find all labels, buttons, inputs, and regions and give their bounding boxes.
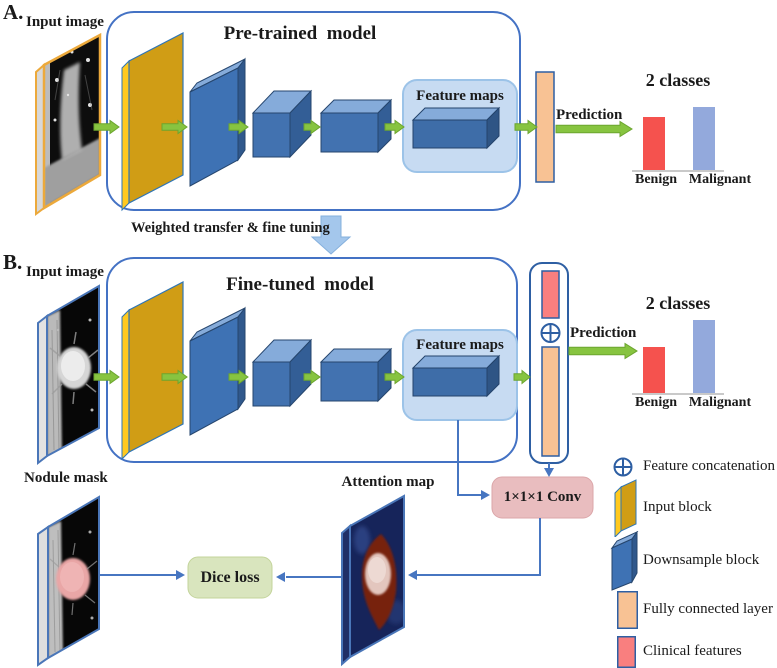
feature-maps-label-a: Feature maps (416, 88, 504, 104)
input-image-label-a: Input image (26, 14, 104, 30)
legend-label-input-block: Input block (643, 499, 712, 515)
clinical-features-icon (617, 636, 636, 668)
malignant-label-b: Malignant (688, 395, 752, 410)
benign-bar-b (643, 347, 665, 393)
section-label-b: B. (3, 250, 23, 274)
bars-baseline-a (632, 170, 724, 172)
classes-title-b: 2 classes (645, 293, 711, 313)
input-block-a (121, 32, 184, 212)
bars-baseline-b (632, 393, 724, 395)
concat-container (529, 262, 569, 464)
connector-featuremaps-to-conv (457, 420, 481, 496)
attention-map-label: Attention map (341, 474, 435, 490)
benign-bar-a (643, 117, 665, 170)
downsample-block-a1 (189, 57, 246, 187)
finetuned-model-title: Fine-tuned model (226, 274, 374, 295)
feature-maps-label-b: Feature maps (416, 337, 504, 353)
connector-lines (100, 420, 550, 578)
conv-box (491, 476, 594, 519)
legend-label-concat: Feature concatenation (643, 458, 776, 474)
input-image-b (37, 284, 100, 466)
nodule-mask-image (37, 495, 100, 667)
input-image-a (35, 32, 102, 216)
connector-arrowheads (176, 468, 554, 582)
conv-label: 1×1×1 Conv (503, 489, 582, 505)
fully-connected-layer-icon (617, 591, 638, 629)
flow-arrows-b (93, 342, 638, 385)
downsample-block-b1 (189, 306, 246, 436)
malignant-bar-a (693, 107, 715, 170)
benign-label-b: Benign (634, 395, 677, 410)
connector-conv-to-attention (417, 518, 541, 576)
downsample-block-b2 (251, 338, 313, 408)
input-block-icon (614, 479, 637, 537)
pretrained-model-box (106, 11, 521, 211)
prediction-label-a: Prediction (556, 107, 623, 123)
section-label-a: A. (3, 0, 24, 24)
dice-loss-label: Dice loss (200, 569, 260, 586)
fully-connected-layer-b (541, 346, 560, 457)
legend-label-fc: Fully connected layer (643, 601, 773, 617)
benign-label-a: Benign (634, 172, 677, 187)
prediction-label-b: Prediction (570, 325, 637, 341)
legend-label-downsample: Downsample block (643, 552, 760, 568)
legend-label-clinical: Clinical features (643, 643, 742, 659)
malignant-label-a: Malignant (688, 172, 752, 187)
feature-concatenation-icon (540, 323, 561, 343)
input-block-b (121, 281, 184, 461)
clinical-features-bar (541, 270, 560, 319)
downsample-block-icon (610, 531, 639, 591)
downsample-block-b3 (319, 347, 393, 403)
downsample-block-a2 (251, 89, 313, 159)
transfer-label: Weighted transfer & fine tuning (131, 220, 330, 236)
flow-arrows-a (93, 119, 633, 138)
pretrained-model-title: Pre-trained model (223, 23, 377, 44)
classes-title-a: 2 classes (645, 70, 711, 90)
dice-loss-box (187, 556, 273, 599)
nodule-mask-label: Nodule mask (24, 470, 108, 486)
feature-concatenation-icon (613, 457, 633, 477)
transfer-down-arrow-icon (310, 215, 352, 255)
attention-map-image (341, 494, 405, 667)
feature-maps-container-a (402, 79, 518, 173)
fully-connected-layer-a (535, 71, 555, 183)
downsample-block-a3 (319, 98, 393, 154)
malignant-bar-b (693, 320, 715, 393)
input-image-label-b: Input image (26, 264, 104, 280)
